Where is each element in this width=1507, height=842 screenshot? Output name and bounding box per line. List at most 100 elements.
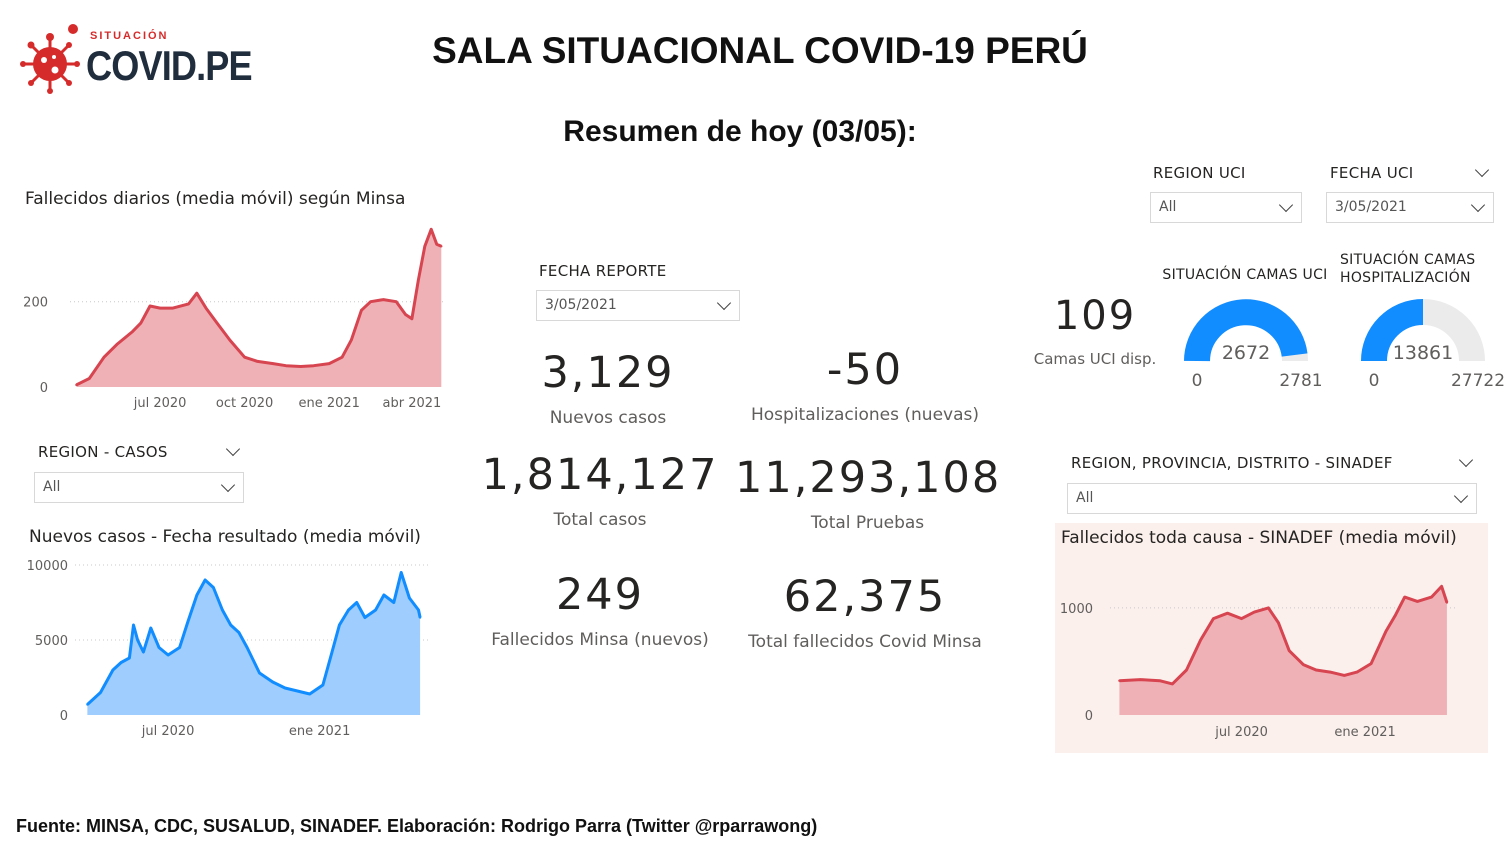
region-uci-label: REGION UCI bbox=[1153, 164, 1246, 182]
kpi-total-pruebas-label: Total Pruebas bbox=[810, 513, 925, 533]
y-tick-label: 5000 bbox=[35, 634, 68, 649]
kpi-hospitalizaciones-label: Hospitalizaciones (nuevas) bbox=[751, 405, 979, 425]
data-point bbox=[374, 608, 377, 612]
data-point bbox=[299, 365, 302, 368]
x-tick-label: jul 2020 bbox=[141, 724, 195, 739]
data-point bbox=[186, 620, 189, 624]
data-point bbox=[312, 364, 315, 367]
data-point bbox=[363, 616, 367, 619]
y-tick-label: 0 bbox=[60, 709, 68, 724]
kpi-total-fallecidos-label: Total fallecidos Covid Minsa bbox=[748, 632, 982, 652]
data-point bbox=[149, 626, 152, 630]
fecha-reporte-dropdown[interactable]: 3/05/2021 bbox=[536, 290, 740, 321]
data-point bbox=[410, 317, 414, 320]
data-point bbox=[88, 377, 91, 380]
data-point bbox=[139, 321, 142, 325]
kpi-total-pruebas-value: 11,293,108 bbox=[735, 453, 1002, 503]
data-point bbox=[1394, 614, 1397, 617]
page-subtitle: Resumen de hoy (03/05): bbox=[563, 115, 917, 148]
data-point bbox=[283, 686, 287, 690]
gauge-fill bbox=[1361, 299, 1424, 362]
data-point bbox=[340, 356, 344, 359]
region-casos-dropdown[interactable]: All bbox=[34, 472, 244, 503]
data-point bbox=[1302, 663, 1305, 666]
region-sinadef-expand-icon[interactable] bbox=[1458, 452, 1474, 468]
data-point bbox=[1277, 621, 1280, 625]
data-point bbox=[423, 245, 426, 248]
data-point bbox=[228, 338, 232, 342]
kpi-total-fallecidos-value: 62,375 bbox=[783, 572, 947, 622]
data-point bbox=[1343, 674, 1346, 677]
series-area bbox=[76, 229, 442, 387]
chart-fallecidos: 0 200 jul 2020 oct 2020 ene 2021 abr 2021 bbox=[23, 227, 445, 411]
kpi-nuevos-casos-label: Nuevos casos bbox=[549, 408, 667, 428]
data-point bbox=[119, 661, 123, 664]
data-point bbox=[136, 638, 139, 642]
data-point bbox=[1369, 662, 1373, 665]
data-point bbox=[395, 300, 398, 303]
region-uci-value: All bbox=[1159, 199, 1177, 215]
data-point bbox=[1212, 617, 1215, 620]
data-point bbox=[111, 668, 115, 672]
region-uci-dropdown[interactable]: All bbox=[1150, 192, 1302, 223]
region-sinadef-dropdown[interactable]: All bbox=[1067, 483, 1477, 514]
logo-big-text: COVID.PE bbox=[86, 42, 253, 89]
fecha-uci-label: FECHA UCI bbox=[1330, 164, 1414, 182]
y-tick-label: 0 bbox=[40, 381, 48, 396]
data-point bbox=[392, 601, 395, 604]
region-sinadef-value: All bbox=[1076, 490, 1094, 506]
logo-small-text: SITUACIÓN bbox=[90, 30, 169, 42]
series-line bbox=[86, 571, 422, 706]
data-point bbox=[195, 593, 199, 597]
x-tick-label: jul 2020 bbox=[1214, 725, 1268, 740]
region-casos-expand-icon[interactable] bbox=[225, 441, 241, 457]
data-point bbox=[347, 608, 350, 612]
data-point bbox=[435, 243, 438, 246]
data-point bbox=[142, 650, 145, 654]
data-point bbox=[330, 653, 333, 657]
chevron-down-icon bbox=[716, 295, 732, 311]
kpi-hospitalizaciones-value: -50 bbox=[826, 345, 904, 395]
kpi-nuevos-casos-value: 3,129 bbox=[541, 348, 675, 398]
data-point bbox=[350, 338, 353, 342]
data-point bbox=[1185, 668, 1188, 672]
series-line bbox=[1119, 584, 1449, 686]
data-point bbox=[417, 608, 420, 612]
gauge-uci-title: SITUACIÓN CAMAS UCI bbox=[1162, 267, 1328, 283]
data-point bbox=[1118, 679, 1121, 682]
region-sinadef-label: REGION, PROVINCIA, DISTRITO - SINADEF bbox=[1071, 454, 1393, 472]
region-casos-value: All bbox=[43, 479, 61, 495]
chart-title-sinadef: Fallecidos toda causa - SINADEF (media m… bbox=[1061, 528, 1457, 548]
fecha-uci-expand-icon[interactable] bbox=[1474, 162, 1490, 178]
kpi-fallecidos-minsa-value: 249 bbox=[555, 570, 645, 620]
data-point bbox=[1329, 670, 1332, 674]
data-point bbox=[360, 309, 363, 312]
data-point bbox=[195, 292, 198, 295]
fecha-uci-value: 3/05/2021 bbox=[1335, 199, 1407, 215]
data-point bbox=[1267, 606, 1270, 610]
data-point bbox=[417, 279, 420, 282]
data-point bbox=[237, 631, 241, 634]
data-point bbox=[215, 321, 219, 325]
chevron-down-icon bbox=[220, 477, 236, 493]
fecha-uci-dropdown[interactable]: 3/05/2021 bbox=[1326, 192, 1494, 223]
region-casos-label: REGION - CASOS bbox=[38, 443, 168, 461]
virus-icon bbox=[20, 24, 80, 94]
data-point bbox=[115, 343, 119, 346]
data-point bbox=[1288, 649, 1291, 652]
gauge-hosp: 13861 0 27722 bbox=[1361, 299, 1505, 391]
chart-title-casos: Nuevos casos - Fecha resultado (media mó… bbox=[29, 527, 421, 547]
data-point bbox=[212, 586, 215, 589]
gauge-fill bbox=[1184, 299, 1308, 362]
data-point bbox=[86, 703, 89, 706]
data-point bbox=[1158, 679, 1161, 682]
chevron-down-icon bbox=[1278, 197, 1294, 213]
y-tick-label: 1000 bbox=[1060, 602, 1093, 617]
data-point bbox=[440, 245, 443, 248]
gauge-value-label: 13861 bbox=[1393, 342, 1453, 364]
data-point bbox=[1314, 668, 1318, 672]
data-point bbox=[221, 608, 224, 612]
x-tick-label: abr 2021 bbox=[383, 396, 442, 411]
data-point bbox=[256, 360, 259, 363]
gauge-value-label: 2672 bbox=[1222, 342, 1270, 364]
